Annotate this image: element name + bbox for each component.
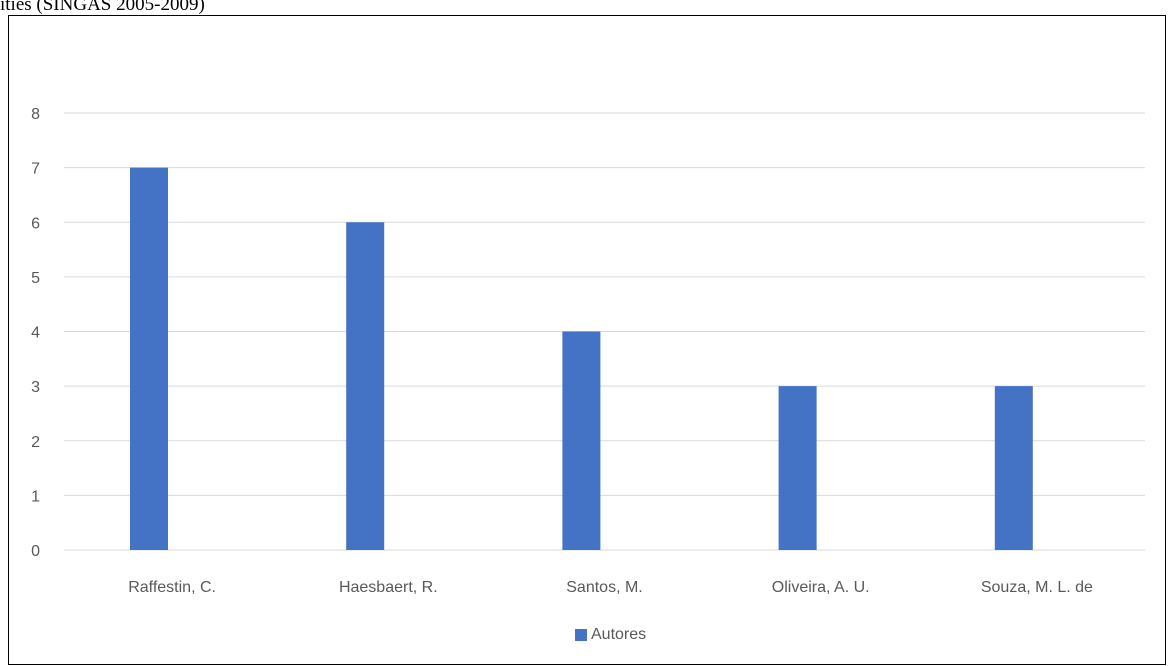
y-tick-label: 3: [31, 379, 40, 396]
chart-frame: 0 1 2 3 4 5 6 7 8 Raffestin, C. Haesbaert, R. Sant…: [8, 15, 1166, 665]
figure-caption: ities (SINGAS 2005-2009): [0, 0, 205, 15]
x-tick-label: Oliveira, A. U.: [772, 579, 870, 596]
legend-label: Autores: [591, 626, 647, 643]
bar: [130, 167, 168, 550]
bar: [994, 386, 1033, 550]
y-tick-label: 0: [31, 543, 40, 560]
y-tick-label: 6: [31, 215, 40, 232]
bar: [562, 331, 601, 550]
y-tick-label: 4: [31, 325, 40, 342]
bar: [778, 386, 817, 550]
y-tick-label: 7: [31, 161, 40, 178]
y-axis-ticks: 0 1 2 3 4 5 6 7 8: [31, 106, 40, 560]
bar: [346, 222, 385, 550]
y-tick-label: 2: [31, 434, 40, 451]
bars: [130, 167, 1033, 550]
y-tick-label: 5: [31, 270, 40, 287]
x-tick-label: Raffestin, C.: [128, 579, 216, 596]
y-tick-label: 1: [31, 488, 40, 505]
y-tick-label: 8: [31, 106, 40, 123]
legend-swatch: [575, 629, 587, 641]
legend: Autores: [575, 626, 646, 644]
x-axis-ticks: Raffestin, C. Haesbaert, R. Santos, M. Oliv…: [128, 579, 1093, 596]
x-tick-label: Santos, M.: [566, 579, 642, 596]
x-tick-label: Souza, M. L. de: [981, 579, 1093, 596]
gridlines: [64, 112, 1145, 551]
x-tick-label: Haesbaert, R.: [339, 579, 438, 596]
bar-chart: 0 1 2 3 4 5 6 7 8 Raffestin, C. Haesbaert, R. Sant…: [31, 106, 1145, 596]
